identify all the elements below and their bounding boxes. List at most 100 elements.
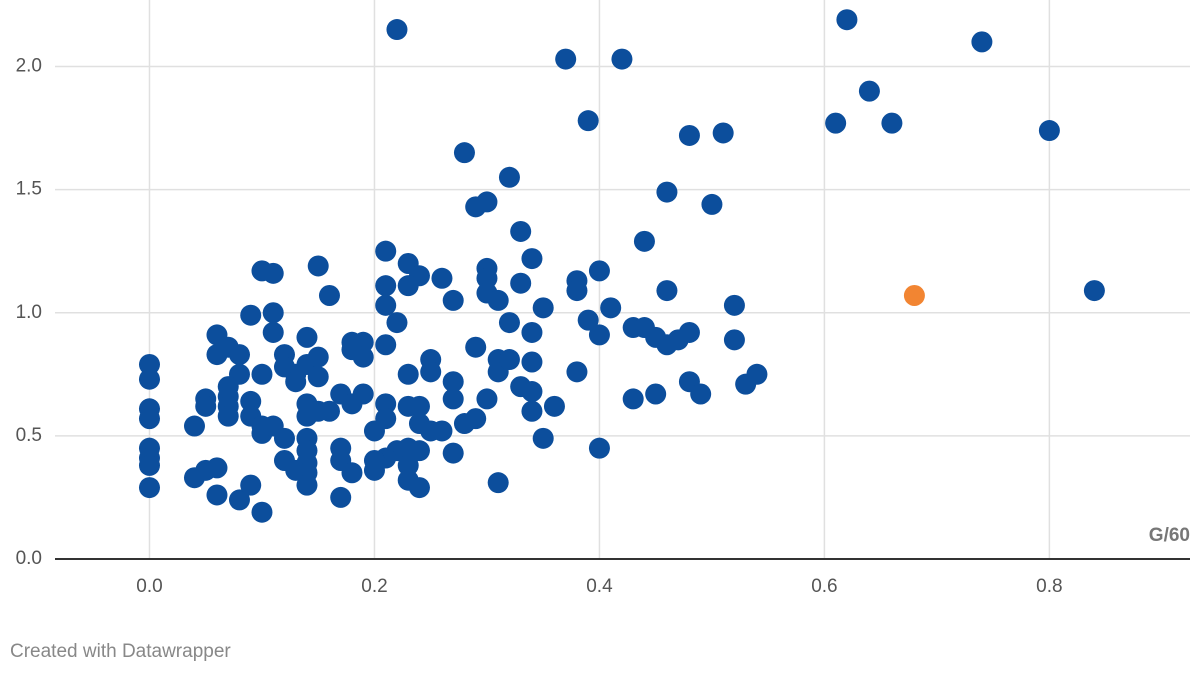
point (712, 122, 734, 144)
point (521, 351, 543, 373)
point (273, 427, 295, 449)
point (566, 280, 588, 302)
point (521, 400, 543, 422)
footer: Created with Datawrapper (10, 641, 231, 662)
point (375, 294, 397, 316)
point (690, 383, 712, 405)
point (386, 19, 408, 41)
point (622, 388, 644, 410)
y-tick-label: 2.0 (16, 56, 42, 77)
point (498, 166, 520, 188)
point (442, 388, 464, 410)
point (240, 390, 262, 412)
point (307, 255, 329, 277)
point (1038, 120, 1060, 142)
point (825, 112, 847, 134)
point (971, 31, 993, 53)
point (498, 312, 520, 334)
point (285, 371, 307, 393)
point (521, 248, 543, 270)
point (195, 395, 217, 417)
point (262, 321, 284, 343)
point (465, 408, 487, 430)
point (532, 297, 554, 319)
point (611, 48, 633, 70)
point (656, 280, 678, 302)
point (588, 260, 610, 282)
point (555, 48, 577, 70)
point (296, 405, 318, 427)
x-tick-label: 0.8 (1036, 576, 1062, 597)
point (240, 304, 262, 326)
point (588, 324, 610, 346)
point (138, 477, 160, 499)
x-axis-label: G/60 (1149, 525, 1190, 546)
point (397, 363, 419, 385)
point (420, 361, 442, 383)
point (251, 501, 273, 523)
point (510, 272, 532, 294)
point (408, 395, 430, 417)
point (521, 321, 543, 343)
x-tick-label: 0.4 (586, 576, 613, 597)
point (701, 193, 723, 215)
point (566, 361, 588, 383)
point (228, 344, 250, 366)
point (723, 294, 745, 316)
point (442, 442, 464, 464)
x-tick-label: 0.6 (811, 576, 837, 597)
point (341, 462, 363, 484)
point (431, 420, 453, 442)
point (183, 415, 205, 437)
point (138, 368, 160, 390)
point (903, 285, 925, 307)
point (476, 388, 498, 410)
point (633, 230, 655, 252)
point (408, 440, 430, 462)
point (206, 457, 228, 479)
y-tick-label: 1.0 (16, 302, 42, 323)
point (318, 285, 340, 307)
point (836, 9, 858, 31)
point (375, 275, 397, 297)
point (307, 346, 329, 368)
point (453, 142, 475, 164)
point (217, 405, 239, 427)
point (678, 321, 700, 343)
point (375, 240, 397, 262)
point (656, 181, 678, 203)
point (363, 420, 385, 442)
point (1083, 280, 1105, 302)
point (476, 267, 498, 289)
point (476, 191, 498, 213)
point (138, 408, 160, 430)
point (408, 477, 430, 499)
point (296, 474, 318, 496)
point (262, 262, 284, 284)
point (521, 381, 543, 403)
point (138, 353, 160, 375)
y-tick-label: 0.0 (16, 548, 42, 569)
point (442, 371, 464, 393)
point (341, 393, 363, 415)
point (510, 220, 532, 242)
point (723, 329, 745, 351)
point (746, 363, 768, 385)
point (543, 395, 565, 417)
x-tick-label: 0.2 (361, 576, 387, 597)
y-tick-label: 0.5 (16, 425, 42, 446)
point (363, 459, 385, 481)
point (386, 312, 408, 334)
point (532, 427, 554, 449)
point (296, 326, 318, 348)
point (228, 489, 250, 511)
point (375, 334, 397, 356)
point (645, 383, 667, 405)
point (577, 309, 599, 331)
point (330, 486, 352, 508)
point (881, 112, 903, 134)
point (465, 336, 487, 358)
point (858, 80, 880, 102)
point (240, 474, 262, 496)
